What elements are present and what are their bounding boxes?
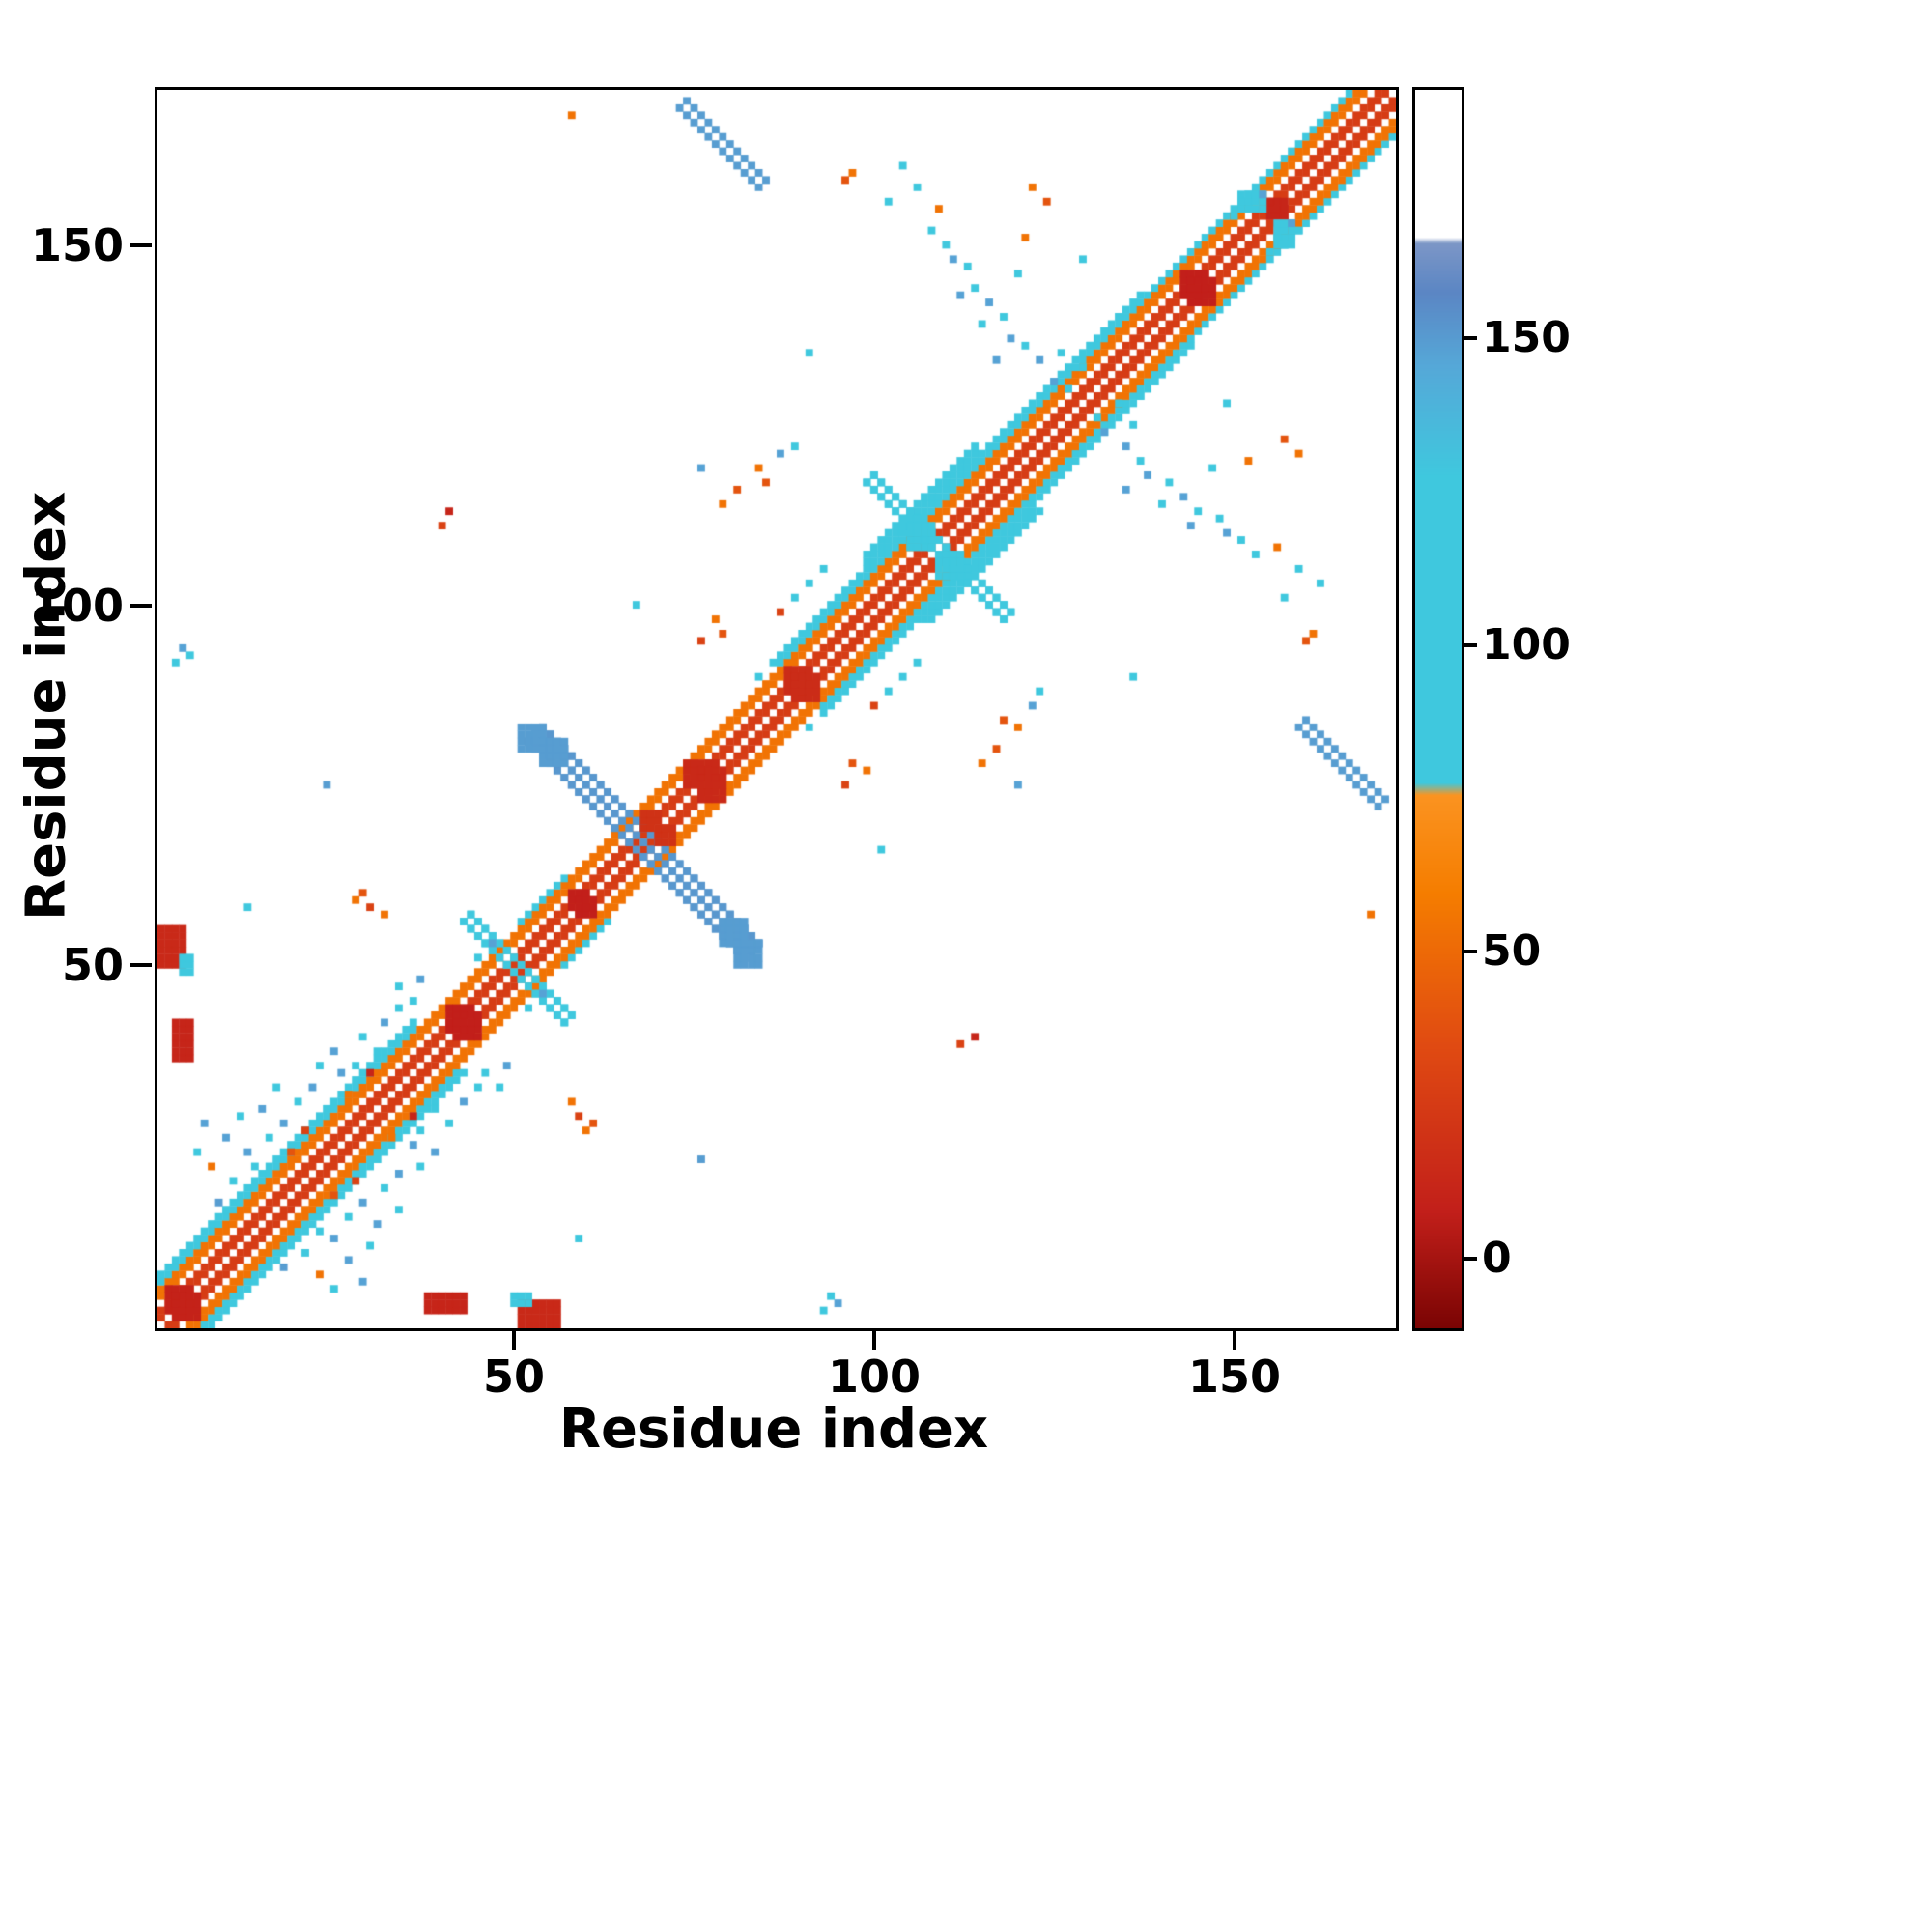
y-tick-mark — [130, 963, 152, 967]
x-tick-mark — [1233, 1328, 1236, 1350]
colorbar-tick-label: 100 — [1482, 620, 1571, 669]
x-tick-label: 50 — [482, 1350, 546, 1403]
x-tick-label: 100 — [827, 1350, 922, 1403]
colorbar-tick-label: 150 — [1482, 313, 1571, 362]
x-tick-mark — [872, 1328, 876, 1350]
y-axis-label: Residue index — [14, 491, 78, 922]
x-tick-label: 150 — [1187, 1350, 1282, 1403]
colorbar-tick-mark — [1462, 643, 1477, 647]
colorbar-tick-mark — [1462, 336, 1477, 340]
heatmap-canvas — [157, 90, 1396, 1328]
y-tick-label: 100 — [30, 580, 124, 632]
y-tick-label: 50 — [61, 939, 124, 991]
y-tick-mark — [130, 604, 152, 608]
x-axis-label: Residue index — [558, 1398, 989, 1461]
colorbar-canvas — [1415, 90, 1462, 1328]
colorbar — [1412, 87, 1464, 1331]
x-tick-mark — [512, 1328, 516, 1350]
colorbar-tick-mark — [1462, 950, 1477, 953]
colorbar-tick-label: 0 — [1482, 1234, 1512, 1283]
plot-area — [155, 87, 1399, 1331]
colorbar-tick-label: 50 — [1482, 926, 1542, 976]
y-tick-label: 150 — [30, 219, 124, 271]
colorbar-tick-mark — [1462, 1257, 1477, 1261]
y-tick-mark — [130, 243, 152, 247]
